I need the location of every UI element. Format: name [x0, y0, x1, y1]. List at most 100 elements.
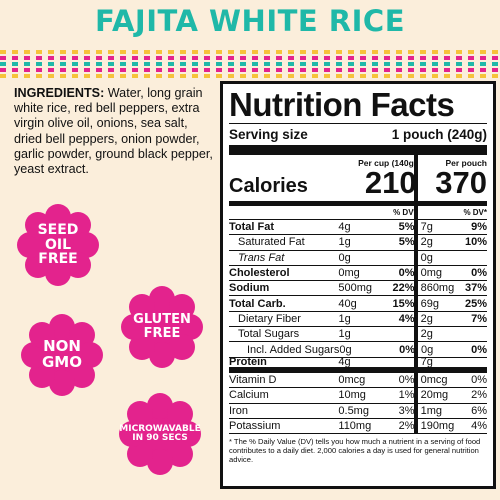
amount-per-cup: 1g [338, 328, 351, 341]
nutrient-label: Incl. Added Sugars [247, 343, 340, 356]
dv-per-cup: 5% [398, 236, 415, 249]
serving-size-value: 1 pouch (240g) [391, 127, 487, 142]
dv-per-pouch: 4% [471, 420, 487, 432]
nutrient-row: Protein 4g 7g [229, 356, 487, 372]
nutrient-row: Vitamin D 0mcg 0% 0mcg 0% [229, 371, 487, 387]
amount-per-cup: 1g [338, 236, 351, 249]
dv-per-pouch: 0% [471, 343, 488, 356]
flower-badge-icon [119, 393, 201, 475]
nutrient-row: Total Carb. 40g 15% 69g 25% [229, 295, 487, 310]
nutrient-label: Protein [229, 356, 267, 369]
nutrient-row: Calcium 10mg 1% 20mg 2% [229, 387, 487, 402]
amount-per-pouch: 7g [420, 221, 433, 234]
ingredients-label: INGREDIENTS: [14, 86, 105, 100]
nutrient-label: Total Carb. [229, 297, 286, 310]
badge-label: GLUTEN FREE [133, 312, 191, 341]
dv-per-pouch: 10% [464, 236, 487, 249]
nutrient-label: Potassium [229, 420, 281, 432]
dv-per-pouch: 2% [471, 389, 487, 402]
amount-per-cup: 0mg [338, 267, 360, 280]
calories-label: Calories [229, 175, 308, 197]
nutrient-row: Total Sugars 1g 2g [229, 326, 487, 341]
dv-label: % DV* [393, 208, 417, 217]
amount-per-pouch: 860mg [420, 282, 455, 295]
amount-per-cup: 0g [339, 343, 352, 356]
dv-per-cup: 15% [392, 297, 415, 310]
badge-label: SEED OIL FREE [37, 221, 79, 268]
flower-badge-icon [21, 314, 103, 396]
amount-per-cup: 0g [338, 251, 351, 264]
nutrient-label: Dietary Fiber [238, 312, 301, 325]
nutrient-label: Cholesterol [229, 267, 290, 280]
amount-per-cup: 0.5mg [338, 404, 369, 417]
ingredients-block: INGREDIENTS: Water, long grain white ric… [14, 86, 214, 177]
amount-per-pouch: 0g [420, 251, 433, 264]
amount-per-cup: 40g [338, 297, 357, 310]
badge-seed-oil-free: SEED OIL FREE [16, 203, 100, 287]
nutrient-row: Total Fat 4g 5% 7g 9% [229, 219, 487, 234]
amount-per-cup: 4g [338, 221, 351, 234]
dv-per-cup: 22% [392, 282, 415, 295]
amount-per-cup: 1g [338, 312, 351, 325]
serving-size-row: Serving size 1 pouch (240g) [229, 124, 487, 145]
amount-per-cup: 110mg [338, 420, 372, 432]
dv-per-pouch: 0% [471, 374, 487, 387]
dv-header-row: % DV* % DV* [229, 206, 487, 219]
col1-header: Per cup (140g) [358, 158, 417, 168]
dv-per-pouch: 0% [471, 267, 487, 280]
dv-per-pouch: 7% [471, 312, 487, 325]
flower-badge-icon [121, 286, 203, 368]
nutrient-row: Trans Fat 0g 0g [229, 249, 487, 265]
dv-label: % DV* [463, 208, 487, 217]
nutrient-label: Calcium [229, 389, 269, 402]
dv-per-pouch: 9% [471, 221, 487, 234]
dv-per-cup: 2% [398, 420, 415, 432]
nutrition-facts-panel: Nutrition Facts Serving size 1 pouch (24… [220, 81, 496, 489]
nutrient-row: Incl. Added Sugars 0g 0% 0g 0% [229, 341, 487, 356]
amount-per-cup: 0mcg [338, 374, 366, 387]
dv-per-cup: 0% [399, 343, 416, 356]
amount-per-pouch: 0mcg [420, 374, 448, 387]
amount-per-pouch: 69g [420, 297, 439, 310]
amount-per-cup: 10mg [338, 389, 366, 402]
badge-label: MICROWAVABLE IN 90 SECS [119, 423, 201, 443]
nutrient-label: Trans Fat [238, 251, 285, 264]
calories-per-pouch: 370 [435, 165, 487, 200]
nutrient-label: Sodium [229, 282, 270, 295]
amount-per-pouch: 0mg [420, 267, 442, 280]
amount-per-cup: 500mg [338, 282, 373, 295]
serving-size-label: Serving size [229, 127, 308, 142]
badge-gluten-free: GLUTEN FREE [120, 285, 204, 369]
flower-badge-icon [17, 204, 99, 286]
nutrient-grid: Per cup (140g) Per pouch Calories 210 37… [229, 155, 487, 434]
amount-per-pouch: 0g [421, 343, 434, 356]
dv-per-cup: 3% [398, 404, 415, 417]
dv-per-pouch: 6% [471, 404, 487, 417]
nutrient-label: Vitamin D [229, 374, 277, 387]
nutrient-row: Dietary Fiber 1g 4% 2g 7% [229, 310, 487, 326]
nutrition-facts-title: Nutrition Facts [229, 86, 455, 123]
dv-per-cup: 4% [398, 312, 415, 325]
amount-per-pouch: 2g [420, 236, 433, 249]
amount-per-cup: 4g [338, 356, 351, 369]
badge-non-gmo: NON GMO [20, 313, 104, 397]
nutrient-row: Saturated Fat 1g 5% 2g 10% [229, 234, 487, 249]
product-title: FAJITA WHITE RICE [94, 4, 406, 38]
col2-header: Per pouch [445, 158, 487, 168]
nutrient-label: Total Fat [229, 221, 275, 234]
nutrient-row: Cholesterol 0mg 0% 0mg 0% [229, 264, 487, 280]
nutrient-label: Iron [229, 404, 248, 417]
nutrient-row: Sodium 500mg 22% 860mg 37% [229, 280, 487, 295]
badge-label: NON GMO [42, 337, 82, 371]
dv-per-cup: 0% [398, 374, 415, 387]
nutrient-row: Potassium 110mg 2% 190mg 4% [229, 417, 487, 433]
badge-microwavable: MICROWAVABLE IN 90 SECS [118, 392, 202, 476]
column-headers: Per cup (140g) Per pouch [229, 155, 487, 168]
nutrient-row: Iron 0.5mg 3% 1mg 6% [229, 402, 487, 418]
dv-per-cup: 5% [398, 221, 415, 234]
amount-per-pouch: 7g [420, 356, 433, 369]
amount-per-pouch: 1mg [420, 404, 442, 417]
calories-per-cup: 210 [364, 165, 417, 200]
dv-per-pouch: 37% [464, 282, 487, 295]
nutrient-label: Saturated Fat [238, 236, 305, 249]
